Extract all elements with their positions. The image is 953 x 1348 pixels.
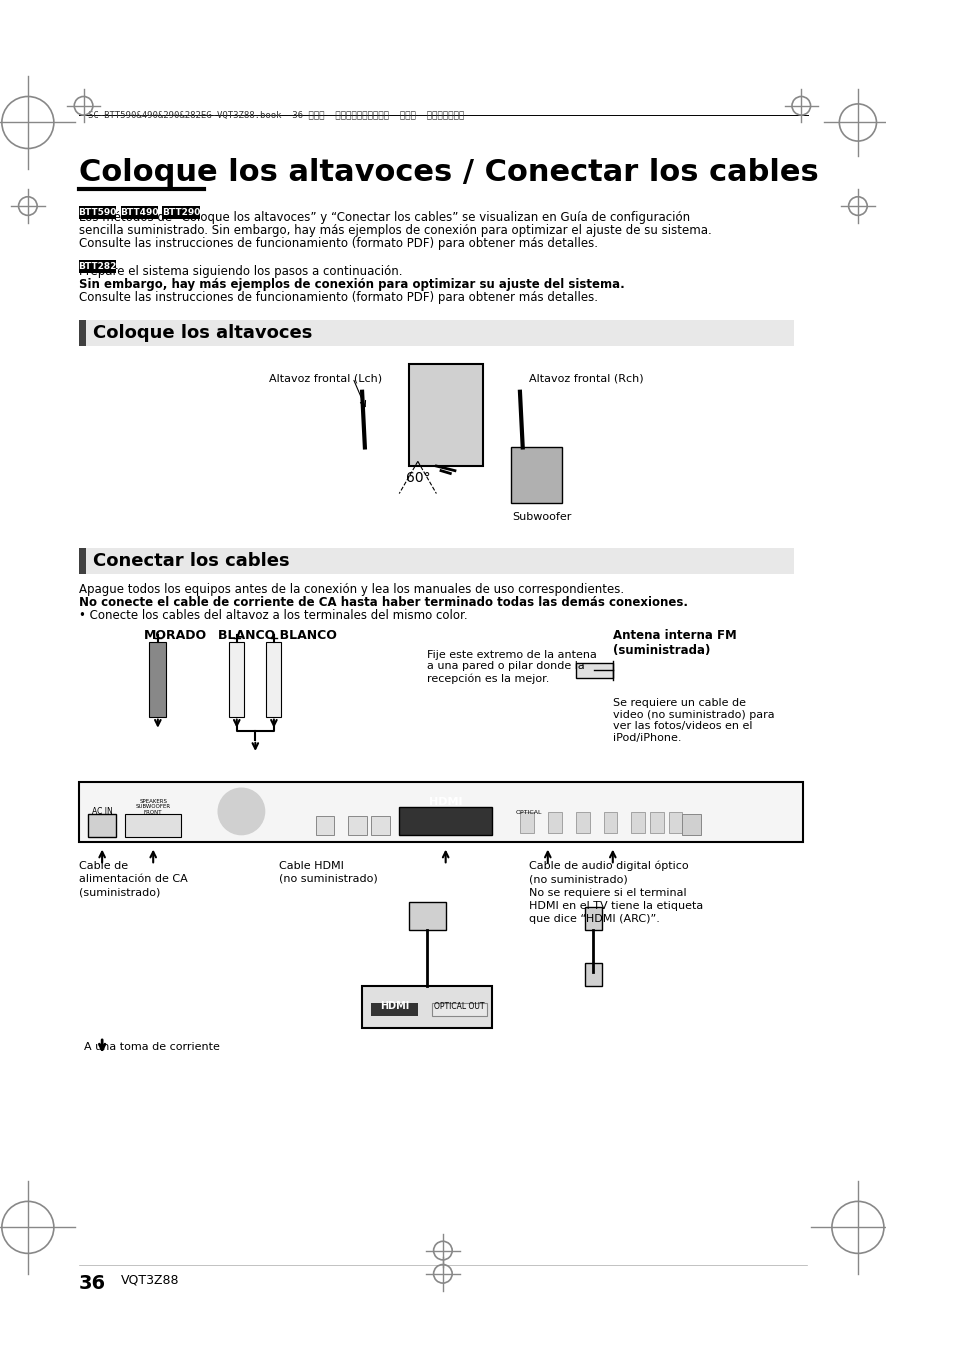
- Text: Subwoofer: Subwoofer: [512, 512, 571, 523]
- Text: Altavoz frontal (Lch): Altavoz frontal (Lch): [269, 373, 382, 383]
- Text: Apague todos los equipos antes de la conexión y lea los manuales de uso correspo: Apague todos los equipos antes de la con…: [79, 582, 623, 596]
- Text: Consulte las instrucciones de funcionamiento (formato PDF) para obtener más deta: Consulte las instrucciones de funcionami…: [79, 291, 598, 303]
- Bar: [348, 816, 366, 834]
- Text: Altavoz frontal (Rch): Altavoz frontal (Rch): [529, 373, 643, 383]
- Bar: [121, 206, 157, 218]
- Bar: [79, 782, 802, 842]
- Text: sencilla suministrado. Sin embargo, hay más ejemplos de conexión para optimizar : sencilla suministrado. Sin embargo, hay …: [79, 224, 711, 237]
- Text: SPEAKERS
SUBWOOFER
FRONT: SPEAKERS SUBWOOFER FRONT: [135, 798, 171, 816]
- Bar: [229, 643, 244, 717]
- Text: MORADO: MORADO: [144, 628, 207, 642]
- Bar: [575, 663, 612, 678]
- Bar: [150, 643, 166, 717]
- Text: Fije este extremo de la antena
a una pared o pilar donde la
recepción es la mejo: Fije este extremo de la antena a una par…: [427, 650, 597, 683]
- Text: • Conecte los cables del altavoz a los terminales del mismo color.: • Conecte los cables del altavoz a los t…: [79, 609, 467, 621]
- Bar: [547, 813, 561, 833]
- Bar: [603, 813, 617, 833]
- Bar: [315, 816, 334, 834]
- Bar: [519, 813, 534, 833]
- Bar: [631, 813, 644, 833]
- Bar: [398, 806, 492, 834]
- Bar: [371, 816, 390, 834]
- Text: HDMI: HDMI: [379, 1002, 409, 1011]
- Text: Cable de audio digital óptico
(no suministrado)
No se requiere si el terminal
HD: Cable de audio digital óptico (no sumini…: [529, 860, 702, 923]
- Bar: [79, 321, 793, 346]
- Circle shape: [218, 789, 264, 834]
- Text: A una toma de corriente: A una toma de corriente: [84, 1042, 219, 1051]
- Bar: [584, 907, 601, 930]
- Text: Coloque los altavoces / Conectar los cables: Coloque los altavoces / Conectar los cab…: [79, 158, 818, 187]
- Bar: [371, 1003, 417, 1015]
- Text: 60°: 60°: [405, 470, 430, 485]
- Bar: [649, 813, 663, 833]
- Text: Cable de
alimentación de CA
(suministrado): Cable de alimentación de CA (suministrad…: [79, 860, 188, 896]
- Text: BTT290: BTT290: [162, 208, 200, 217]
- Text: BLANCO BLANCO: BLANCO BLANCO: [218, 628, 336, 642]
- Text: Los métodos de “Coloque los altavoces” y “Conectar los cables” se visualizan en : Los métodos de “Coloque los altavoces” y…: [79, 210, 689, 224]
- Bar: [575, 813, 589, 833]
- Text: HDMI: HDMI: [429, 797, 462, 807]
- Bar: [79, 547, 793, 574]
- Bar: [162, 206, 199, 218]
- Bar: [79, 260, 116, 272]
- Text: Consulte las instrucciones de funcionamiento (formato PDF) para obtener más deta: Consulte las instrucciones de funcionami…: [79, 237, 598, 249]
- Bar: [79, 321, 87, 346]
- Text: Coloque los altavoces: Coloque los altavoces: [92, 325, 312, 342]
- Bar: [432, 1003, 487, 1015]
- Text: BTT282: BTT282: [78, 262, 116, 271]
- Text: BTT590: BTT590: [78, 208, 116, 217]
- Text: Sin embargo, hay más ejemplos de conexión para optimizar su ajuste del sistema.: Sin embargo, hay más ejemplos de conexió…: [79, 278, 624, 291]
- Bar: [584, 962, 601, 985]
- Text: BTT490: BTT490: [120, 208, 158, 217]
- Text: No conecte el cable de corriente de CA hasta haber terminado todas las demás con: No conecte el cable de corriente de CA h…: [79, 596, 687, 609]
- Text: Se requiere un cable de
video (no suministrado) para
ver las fotos/videos en el
: Se requiere un cable de video (no sumini…: [612, 698, 774, 743]
- Bar: [79, 547, 87, 574]
- Bar: [408, 902, 445, 930]
- Text: Conectar los cables: Conectar los cables: [92, 551, 289, 570]
- Text: 36: 36: [79, 1274, 106, 1293]
- Text: VQT3Z88: VQT3Z88: [121, 1274, 179, 1287]
- Text: Antena interna FM
(suministrada): Antena interna FM (suministrada): [612, 628, 736, 656]
- Bar: [88, 814, 116, 837]
- Text: Cable HDMI
(no suministrado): Cable HDMI (no suministrado): [278, 860, 376, 884]
- Text: OPTICAL: OPTICAL: [516, 810, 542, 816]
- Bar: [266, 643, 281, 717]
- Bar: [79, 206, 116, 218]
- Bar: [510, 448, 561, 503]
- Text: OPTICAL OUT: OPTICAL OUT: [434, 1002, 484, 1011]
- Text: SC-BTT590&490&290&282EG-VQT3Z88.book  36 ページ  ２０１２幱１月１２日  木曜日  午後３時３４分: SC-BTT590&490&290&282EG-VQT3Z88.book 36 …: [88, 111, 464, 120]
- Bar: [668, 813, 681, 833]
- Text: AC IN: AC IN: [91, 807, 112, 816]
- Bar: [408, 364, 482, 466]
- Bar: [125, 814, 181, 837]
- Text: Prepare el sistema siguiendo los pasos a continuación.: Prepare el sistema siguiendo los pasos a…: [79, 264, 402, 278]
- Bar: [362, 985, 492, 1027]
- Bar: [681, 814, 700, 834]
